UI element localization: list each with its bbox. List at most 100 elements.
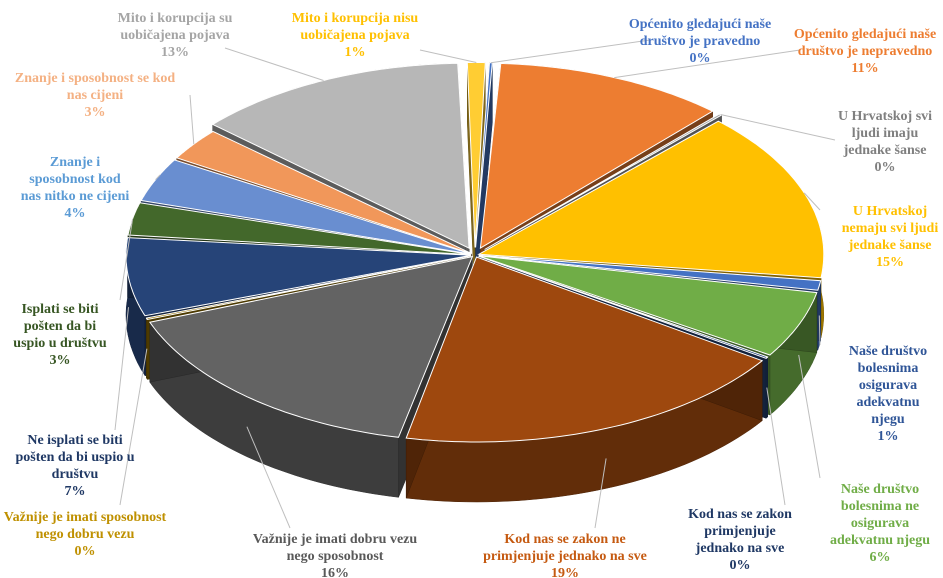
data-label-11: Ne isplati se biti pošten da bi uspio u dr… <box>15 433 134 499</box>
data-label-text-line: Znanje i <box>50 155 100 170</box>
data-label-text-line: njegu <box>871 412 905 427</box>
data-label-value: 0% <box>690 51 711 66</box>
data-label-text-line: adekvatnu <box>856 395 919 410</box>
data-label-text-line: društvo je pravedno <box>640 34 761 49</box>
data-label-text-line: nego dobru vezu <box>36 527 135 542</box>
data-label-value: 1% <box>345 45 366 60</box>
data-label-text-line: Općenito gledajući naše <box>794 27 936 42</box>
leader-line-16 <box>419 49 477 63</box>
data-label-text-line: Važnije je imati dobru vezu <box>253 532 418 547</box>
data-label-text-line: Isplati se biti <box>21 302 98 317</box>
data-label-text-line: društvu <box>52 467 99 482</box>
data-label-value: 13% <box>161 45 189 60</box>
leader-line-6 <box>798 354 821 479</box>
data-label-text-line: uobičajena pojava <box>120 28 229 43</box>
data-label-value: 4% <box>65 206 86 221</box>
data-label-text-line: Mito i korupcija nisu <box>292 11 419 26</box>
data-label-9: Važnije je imati dobru vezu nego sposobno… <box>253 532 418 578</box>
leader-lines <box>114 39 836 529</box>
data-label-text-line: primjenjuje jednako na sve <box>483 549 647 564</box>
leader-line-11 <box>114 307 129 431</box>
leader-line-1 <box>490 39 651 64</box>
data-label-value: 7% <box>65 484 86 499</box>
data-label-1: Općenito gledajući naše društvo je praved… <box>629 17 771 66</box>
data-label-text-line: Mito i korupcija su <box>118 11 233 26</box>
leader-line-5 <box>818 315 821 346</box>
data-label-10: Važnije je imati sposobnost nego dobru ve… <box>4 510 167 559</box>
data-label-text-line: adekvatnu njegu <box>830 533 930 548</box>
data-label-text-line: osigurava <box>851 516 909 531</box>
data-label-16: Mito i korupcija nisu uobičajena pojava 1% <box>292 11 419 60</box>
slice-6 <box>478 255 818 356</box>
data-label-text-line: bolesnima ne <box>841 499 919 514</box>
data-label-value: 16% <box>321 566 349 578</box>
data-label-text-line: Kod nas se zakon ne <box>504 532 625 547</box>
data-label-text-line: Ne isplati se biti <box>27 433 122 448</box>
leader-line-15 <box>224 47 324 81</box>
data-label-text-line: bolesnima <box>858 361 919 376</box>
data-label-value: 1% <box>878 429 899 444</box>
slice-9 <box>148 255 474 438</box>
leader-line-9 <box>246 426 291 529</box>
leader-line-10 <box>119 348 148 506</box>
data-label-value: 6% <box>870 550 891 565</box>
data-label-text-line: ljudi imaju <box>852 126 919 141</box>
data-label-text-line: uspio u društvu <box>13 336 107 351</box>
data-label-value: 0% <box>75 544 96 559</box>
slice-7 <box>478 255 769 359</box>
data-label-text-line: Važnije je imati sposobnost <box>4 510 167 525</box>
leader-line-12 <box>119 218 134 301</box>
data-label-value: 15% <box>876 255 904 270</box>
data-label-5: Naše društvo bolesnima osigurava adekvatnu n… <box>849 344 927 444</box>
data-label-text-line: društvo je nepravedno <box>798 44 933 59</box>
data-label-text-line: Općenito gledajući naše <box>629 17 771 32</box>
data-label-text-line: jednake šanse <box>848 238 932 253</box>
data-label-value: 3% <box>50 353 71 368</box>
data-label-text-line: osigurava <box>859 378 917 393</box>
slice-8 <box>405 256 764 443</box>
data-label-6: Naše društvo bolesnima ne osigurava adekvat… <box>830 482 930 565</box>
data-label-text-line: nas cijeni <box>67 88 124 103</box>
data-label-text-line: U Hrvatskoj svi <box>838 109 932 124</box>
leader-line-2 <box>614 49 801 79</box>
data-label-13: Znanje i sposobnost kod nas nitko ne cijen… <box>21 155 130 221</box>
data-label-value: 11% <box>851 61 878 76</box>
data-label-12: Isplati se biti pošten da bi uspio u društ… <box>13 302 107 368</box>
data-label-text-line: pošten da bi uspio u <box>15 450 134 465</box>
leader-line-13 <box>155 174 161 181</box>
data-label-text-line: nemaju svi ljudi <box>842 221 939 236</box>
leader-line-14 <box>189 94 195 145</box>
data-label-2: Općenito gledajući naše društvo je neprav… <box>794 27 936 76</box>
leader-line-3 <box>720 114 836 141</box>
leader-line-4 <box>803 192 821 211</box>
data-label-text-line: pošten da bi <box>24 319 96 334</box>
data-label-14: Znanje i sposobnost se kod nas cijeni 3% <box>15 71 175 120</box>
data-label-value: 19% <box>551 566 579 578</box>
data-label-text-line: nego sposobnost <box>287 549 384 564</box>
data-label-text-line: U Hrvatskoj <box>853 204 927 219</box>
data-label-text-line: jednake šanse <box>843 143 927 158</box>
pie-slices <box>125 62 825 443</box>
data-labels: Općenito gledajući naše društvo je praved… <box>4 11 939 578</box>
data-label-8: Kod nas se zakon ne primjenjuje jednako n… <box>483 532 647 578</box>
data-label-text-line: Naše društvo <box>849 344 927 359</box>
data-label-text-line: Naše društvo <box>841 482 919 497</box>
data-label-7: Kod nas se zakon primjenjuje jednako na sv… <box>688 507 792 573</box>
data-label-4: U Hrvatskoj nemaju svi ljudi jednake šanse… <box>842 204 939 270</box>
data-label-text-line: sposobnost kod <box>29 172 121 187</box>
data-label-value: 3% <box>85 105 106 120</box>
data-label-text-line: uobičajena pojava <box>300 28 409 43</box>
data-label-text-line: primjenjuje <box>704 524 776 539</box>
slice-10 <box>145 255 472 321</box>
data-label-3: U Hrvatskoj svi ljudi imaju jednake šanse 0… <box>838 109 932 175</box>
data-label-text-line: nas nitko ne cijeni <box>21 189 130 204</box>
data-label-text-line: Kod nas se zakon <box>688 507 792 522</box>
data-label-text-line: Znanje i sposobnost se kod <box>15 71 175 86</box>
slice-11 <box>125 237 472 317</box>
data-label-15: Mito i korupcija su uobičajena pojava 13% <box>118 11 233 60</box>
data-label-text-line: jednako na sve <box>695 541 785 556</box>
leader-line-8 <box>594 458 607 529</box>
slice-5 <box>478 254 822 291</box>
leader-line-7 <box>766 387 786 506</box>
